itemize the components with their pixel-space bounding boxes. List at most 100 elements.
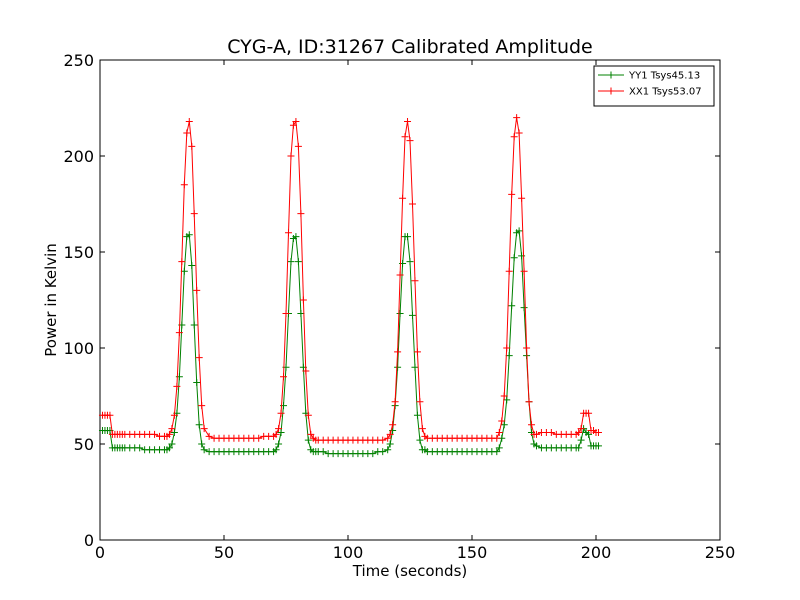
- data-point: [200, 446, 208, 454]
- legend-marker: [607, 71, 615, 79]
- ticks-layer: 0 50 100 150 200 250 0 50 100 150 200 250: [63, 51, 735, 562]
- data-point: [299, 296, 307, 304]
- y-tick-label: 0: [84, 531, 94, 550]
- data-point: [411, 363, 419, 371]
- data-point: [304, 411, 312, 419]
- data-point: [136, 444, 144, 452]
- data-point: [170, 411, 178, 419]
- series-2: [98, 114, 602, 444]
- x-tick-label: 150: [457, 543, 488, 562]
- data-point: [188, 261, 196, 269]
- data-point: [198, 402, 206, 410]
- data-point: [577, 436, 585, 444]
- data-point: [319, 448, 327, 456]
- data-point: [297, 210, 305, 218]
- data-point: [386, 430, 394, 438]
- data-point: [277, 428, 285, 436]
- data-point: [389, 421, 397, 429]
- data-point: [495, 428, 503, 436]
- x-axis-label: Time (seconds): [352, 562, 468, 580]
- y-axis-label: Power in Kelvin: [42, 243, 60, 357]
- data-point: [205, 432, 213, 440]
- data-point: [193, 379, 201, 387]
- x-tick-label: 250: [705, 543, 736, 562]
- data-point: [272, 446, 280, 454]
- data-point: [292, 117, 300, 125]
- data-point: [416, 398, 424, 406]
- data-point: [302, 367, 310, 375]
- data-point: [275, 440, 283, 448]
- data-point: [151, 430, 159, 438]
- data-point: [188, 142, 196, 150]
- data-point: [287, 258, 295, 266]
- data-point: [391, 398, 399, 406]
- data-point: [500, 392, 508, 400]
- data-point: [520, 304, 528, 312]
- data-point: [193, 286, 201, 294]
- data-point: [307, 430, 315, 438]
- data-point: [399, 194, 407, 202]
- data-point: [500, 421, 508, 429]
- data-point: [106, 411, 114, 419]
- data-point: [379, 436, 387, 444]
- data-point: [520, 267, 528, 275]
- data-point: [183, 129, 191, 137]
- data-point: [396, 309, 404, 317]
- data-point: [275, 425, 283, 433]
- data-point: [180, 267, 188, 275]
- x-tick-label: 0: [95, 543, 105, 562]
- data-point: [503, 344, 511, 352]
- data-point: [575, 444, 583, 452]
- data-point: [515, 227, 523, 235]
- data-point: [585, 409, 593, 417]
- y-tick-label: 150: [63, 243, 94, 262]
- data-point: [411, 277, 419, 285]
- data-point: [289, 121, 297, 129]
- data-point: [165, 430, 173, 438]
- legend-box: [593, 65, 715, 107]
- legend: YY1 Tsys45.13 XX1 Tsys53.07: [593, 65, 715, 107]
- data-point: [282, 309, 290, 317]
- data-point: [528, 421, 536, 429]
- data-point: [513, 114, 521, 122]
- data-point: [198, 440, 206, 448]
- data-point: [493, 448, 501, 456]
- data-point: [168, 440, 176, 448]
- data-point: [577, 425, 585, 433]
- x-tick-label: 100: [333, 543, 364, 562]
- data-point: [532, 442, 540, 450]
- data-point: [495, 444, 503, 452]
- x-tick-label: 50: [214, 543, 234, 562]
- data-point: [170, 428, 178, 436]
- data-point: [416, 436, 424, 444]
- data-point: [515, 129, 523, 137]
- x-tick-label: 200: [581, 543, 612, 562]
- data-point: [173, 382, 181, 390]
- data-point: [406, 137, 414, 145]
- data-point: [280, 373, 288, 381]
- data-point: [418, 425, 426, 433]
- data-point: [394, 348, 402, 356]
- data-point: [384, 434, 392, 442]
- data-point: [287, 152, 295, 160]
- data-point: [297, 309, 305, 317]
- data-point: [523, 344, 531, 352]
- data-point: [396, 271, 404, 279]
- data-point: [384, 446, 392, 454]
- data-point: [379, 448, 387, 456]
- legend-marker: [607, 87, 615, 95]
- data-point: [508, 302, 516, 310]
- data-point: [369, 450, 377, 458]
- data-point: [413, 411, 421, 419]
- data-point: [547, 428, 555, 436]
- data-point: [510, 133, 518, 141]
- series-layer: [98, 114, 602, 458]
- data-point: [284, 229, 292, 237]
- y-tick-label: 250: [63, 51, 94, 70]
- data-point: [394, 363, 402, 371]
- data-point: [525, 398, 533, 406]
- legend-label: YY1 Tsys45.13: [628, 71, 700, 82]
- data-point: [165, 444, 173, 452]
- data-point: [190, 210, 198, 218]
